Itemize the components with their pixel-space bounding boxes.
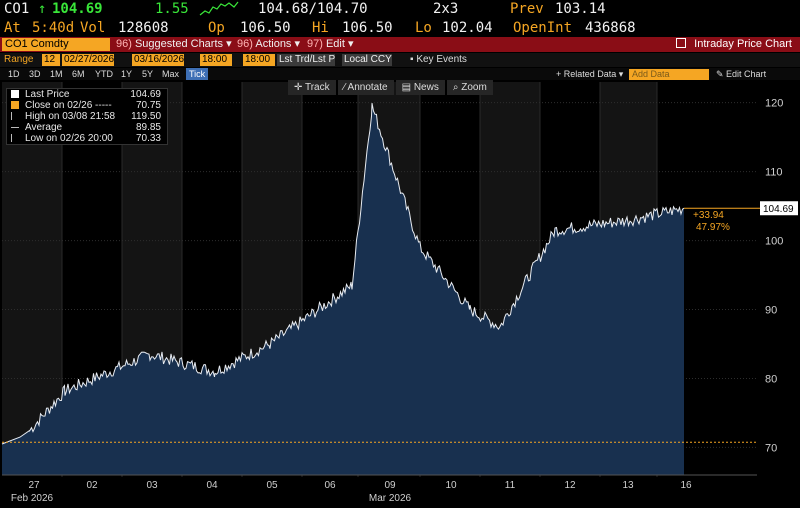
add-data-input[interactable]: Add Data (629, 69, 709, 80)
prev-close: 103.14 (555, 1, 606, 17)
legend-item[interactable]: Close on 02/26 ----- 70.75 (7, 100, 167, 111)
news-tool[interactable]: ▤ News (395, 80, 445, 95)
legend-swatch (11, 112, 13, 120)
open-price: 106.50 (240, 20, 291, 36)
x-tick-label: 10 (445, 480, 457, 491)
bid-ask-size: 2x3 (433, 1, 459, 17)
price-line (1, 103, 685, 445)
open-label: Op (208, 20, 225, 36)
high-price: 106.50 (342, 20, 393, 36)
period-6m[interactable]: 6M (72, 69, 85, 79)
legend-swatch (11, 101, 19, 109)
y-tick-label: 90 (765, 305, 777, 317)
last-price-tag (760, 201, 798, 216)
legend-item[interactable]: High on 03/08 21:58 119.50 (7, 111, 167, 122)
chart-legend: Last Price 104.69 Close on 02/26 ----- 70.… (6, 88, 168, 145)
chart-tools: ✛ Track ⁄ Annotate ▤ News ⌕ Zoom (288, 80, 493, 95)
related-data-menu[interactable]: + Related Data ▾ (556, 69, 624, 79)
legend-item[interactable]: Low on 02/26 20:00 70.33 (7, 133, 167, 144)
legend-swatch (11, 134, 13, 142)
key-events-toggle[interactable]: ▪ Key Events (410, 54, 467, 65)
x-tick-label: 09 (384, 480, 396, 491)
period-bar: 1D 3D 1M 6M YTD 1Y 5Y Max Tick + Related… (0, 68, 800, 80)
x-tick-label: 27 (28, 480, 40, 491)
range-label: Range (4, 54, 34, 65)
currency-select[interactable]: Local CCY (342, 54, 392, 66)
x-tick-label: 13 (622, 480, 634, 491)
period-5y[interactable]: 5Y (142, 69, 154, 79)
period-1d[interactable]: 1D (8, 69, 20, 79)
end-time-field[interactable]: 18:00 (243, 54, 275, 66)
x-tick-label: 04 (206, 480, 218, 491)
price-area (2, 103, 684, 475)
change-pct-label: 47.97% (696, 222, 730, 233)
zoom-tool[interactable]: ⌕ Zoom (446, 80, 493, 95)
chart-link-icon (676, 38, 687, 48)
edit-chart-button[interactable]: ✎ Edit Chart (716, 69, 767, 79)
period-3d[interactable]: 3D (29, 69, 41, 79)
start-time-field[interactable]: 18:00 (200, 54, 232, 66)
bar-count-field[interactable]: 12 (42, 54, 60, 66)
y-tick-label: 120 (765, 98, 783, 110)
track-tool[interactable]: ✛ Track (288, 80, 336, 95)
annotate-tool[interactable]: ⁄ Annotate (337, 80, 394, 95)
legend-item[interactable]: Last Price 104.69 (7, 89, 167, 100)
high-label: Hi (312, 20, 329, 36)
net-change: 1.55 (155, 1, 189, 17)
at-label: At (4, 20, 21, 36)
y-tick-label: 80 (765, 373, 777, 385)
open-interest: 436868 (585, 20, 636, 36)
prev-label: Prev (510, 1, 544, 17)
end-date-field[interactable]: 03/16/2026 (132, 54, 184, 66)
x-tick-label: 06 (324, 480, 336, 491)
last-price: 104.69 (52, 1, 103, 17)
security-field[interactable]: CO1 Comdty (2, 38, 110, 51)
x-tick-label: 11 (505, 480, 516, 491)
up-arrow-icon: ↑ (38, 1, 47, 17)
x-tick-label: 12 (564, 480, 576, 491)
period-tick[interactable]: Tick (186, 68, 209, 80)
x-tick-label: 02 (86, 480, 98, 491)
x-tick-label: 03 (146, 480, 158, 491)
function-toolbar: CO1 Comdty 96) Suggested Charts ▾ 96) Ac… (0, 37, 800, 52)
y-tick-label: 100 (765, 236, 783, 248)
range-bar: Range 12 02/27/2026 03/16/2026 18:00 18:… (0, 53, 800, 67)
market-select[interactable]: Lst Trd/Lst P (277, 54, 335, 66)
last-price-tag-label: 104.69 (763, 204, 794, 215)
x-tick-label: 05 (266, 480, 278, 491)
quote-time: 5:40d (32, 20, 75, 36)
volume: 128608 (118, 20, 169, 36)
y-tick-label: 70 (765, 442, 777, 454)
actions-menu[interactable]: 96) Actions ▾ (237, 38, 301, 50)
chart-title: Intraday Price Chart (676, 38, 792, 51)
quote-line-2: At 5:40d Vol 128608 Op 106.50 Hi 106.50 … (0, 19, 800, 37)
change-label: +33.94 (693, 210, 724, 221)
open-interest-label: OpenInt (513, 20, 573, 36)
legend-swatch (11, 90, 19, 98)
suggested-charts-menu[interactable]: 96) Suggested Charts ▾ (116, 38, 232, 50)
period-1m[interactable]: 1M (50, 69, 63, 79)
low-label: Lo (415, 20, 432, 36)
low-price: 102.04 (442, 20, 493, 36)
period-1y[interactable]: 1Y (121, 69, 133, 79)
bid-ask: 104.68/104.70 (258, 1, 368, 17)
y-tick-label: 110 (765, 167, 783, 179)
legend-swatch (11, 127, 19, 128)
period-ytd[interactable]: YTD (95, 69, 113, 79)
quote-line-1: CO1 ↑ 104.69 1.55 104.68/104.70 2x3 Prev… (0, 0, 800, 20)
volume-label: Vol (80, 20, 106, 36)
x-tick-label: 16 (680, 480, 692, 491)
x-month-label: Mar 2026 (369, 493, 412, 504)
legend-item[interactable]: Average 89.85 (7, 122, 167, 133)
edit-menu[interactable]: 97) Edit ▾ (307, 38, 354, 50)
x-month-label: Feb 2026 (11, 493, 54, 504)
period-max[interactable]: Max (162, 69, 180, 79)
start-date-field[interactable]: 02/27/2026 (62, 54, 114, 66)
ticker: CO1 (4, 1, 30, 17)
